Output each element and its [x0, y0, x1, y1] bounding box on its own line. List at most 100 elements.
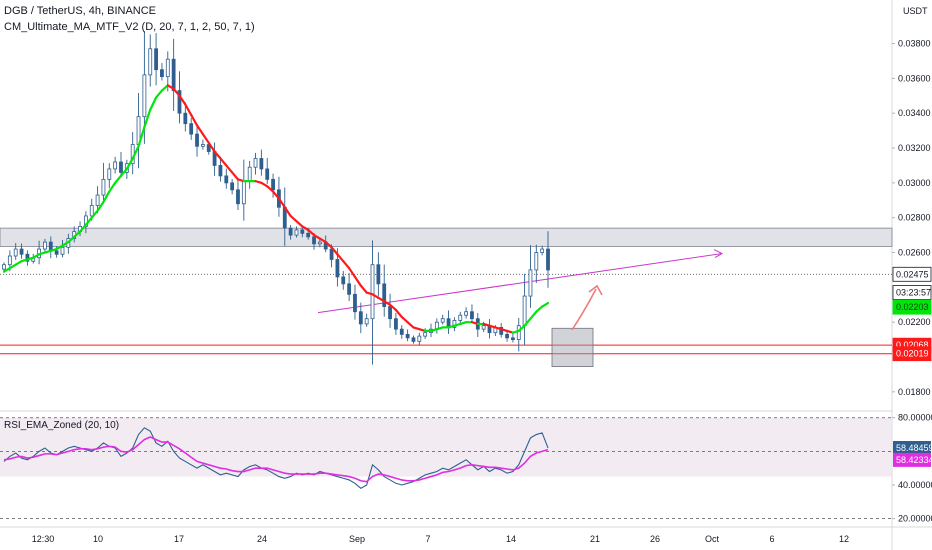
candle-body — [481, 325, 486, 330]
ma-segment — [231, 171, 240, 181]
projection-box — [551, 327, 594, 367]
time-tick-label: 26 — [650, 534, 660, 544]
candle-body — [54, 250, 59, 255]
ma-segment — [277, 197, 286, 209]
candle-body — [177, 90, 182, 114]
candle — [13, 243, 18, 260]
price-tick-label: 0.02800 — [898, 213, 931, 223]
candle — [540, 245, 545, 256]
rsi-value-tag-label: 58.42334 — [896, 455, 932, 465]
price-tick-label: 0.03400 — [898, 108, 931, 118]
ma-segment — [353, 275, 362, 287]
candle-body — [288, 227, 293, 236]
candle-body — [516, 325, 521, 340]
candle-body — [224, 175, 229, 184]
candle-body — [271, 178, 275, 191]
candle — [376, 252, 381, 297]
time-axis[interactable]: 12:30 10 17 24 Sep 7 14 21 26 Oct 6 12 — [32, 534, 849, 544]
rsi-pane[interactable] — [0, 417, 892, 519]
time-tick-label: Oct — [705, 534, 720, 544]
candle — [271, 173, 275, 198]
candle — [546, 231, 550, 288]
ma-segment — [318, 237, 327, 244]
price-pane[interactable] — [0, 30, 893, 367]
candle — [230, 179, 235, 195]
time-tick-label: 12:30 — [32, 534, 55, 544]
candle-body — [440, 318, 445, 323]
candle — [189, 117, 194, 140]
rsi-tick-label: 20.00000 — [898, 514, 932, 524]
rsi-axis[interactable]: 80.00000 40.00000 20.00000 — [892, 413, 932, 524]
candle-body — [43, 241, 47, 250]
candle-body — [505, 333, 509, 339]
candle-body — [317, 241, 322, 245]
ma-segment — [213, 150, 222, 160]
candle-body — [60, 246, 65, 255]
candle-body — [358, 311, 363, 325]
candle-body — [259, 158, 264, 170]
ma-segment — [348, 267, 357, 279]
price-tag-label: 0.02019 — [896, 349, 929, 359]
ma-segment — [312, 234, 321, 240]
candle-body — [195, 133, 199, 147]
candle — [241, 159, 246, 221]
candle — [347, 272, 352, 302]
candle — [154, 33, 158, 86]
price-tag-label: 0.02203 — [896, 302, 929, 312]
ma-segment — [195, 124, 204, 136]
ma-segment — [371, 293, 380, 299]
candle-body — [241, 180, 246, 205]
ma-segment — [14, 260, 23, 266]
candle-body — [376, 264, 381, 285]
candle-body — [388, 306, 392, 320]
ma-segment — [394, 308, 403, 319]
candle-body — [160, 69, 164, 78]
ma-segment — [295, 220, 304, 228]
candle — [382, 264, 387, 317]
time-tick-label: 21 — [590, 534, 600, 544]
candle-body — [247, 166, 252, 182]
ma-segment — [166, 84, 175, 90]
candle-body — [546, 248, 550, 271]
ma-segment — [154, 89, 164, 99]
candle — [43, 238, 47, 253]
candle-body — [528, 269, 533, 297]
candle — [259, 149, 264, 176]
candle — [452, 317, 457, 332]
candle — [200, 139, 205, 150]
candle-body — [464, 311, 469, 316]
price-axis[interactable]: 0.03800 0.03600 0.03400 0.03200 0.03000 0.028… — [892, 39, 931, 397]
price-tag-label: 0.02475 — [896, 269, 929, 279]
candle-body — [382, 283, 387, 307]
candle-body — [335, 259, 340, 278]
candle-body — [423, 332, 428, 337]
candle-body — [101, 178, 106, 196]
ma-segment — [535, 305, 544, 313]
indicator-title: CM_Ultimate_MA_MTF_V2 (D, 20, 7, 1, 2, 5… — [4, 21, 255, 33]
candle-body — [329, 248, 334, 260]
candle-body — [89, 205, 94, 217]
candle — [434, 318, 439, 334]
candle — [265, 157, 270, 185]
candle-body — [119, 161, 123, 173]
candle — [470, 304, 474, 322]
candle — [253, 152, 258, 175]
candle — [171, 38, 176, 111]
price-tick-label: 0.03600 — [898, 73, 931, 83]
candle-body — [341, 276, 346, 285]
ma-segment — [529, 310, 538, 320]
candle-body — [154, 48, 158, 71]
projection-arrow — [571, 288, 597, 331]
candle-body — [107, 168, 112, 180]
candle-body — [142, 74, 147, 118]
ma-segment — [377, 296, 386, 303]
candle — [236, 179, 240, 211]
candle-body — [452, 320, 457, 328]
ma-segment — [301, 225, 310, 231]
candle — [136, 92, 141, 169]
candle — [113, 156, 118, 174]
candle-body — [148, 48, 153, 76]
candle-body — [540, 248, 545, 253]
